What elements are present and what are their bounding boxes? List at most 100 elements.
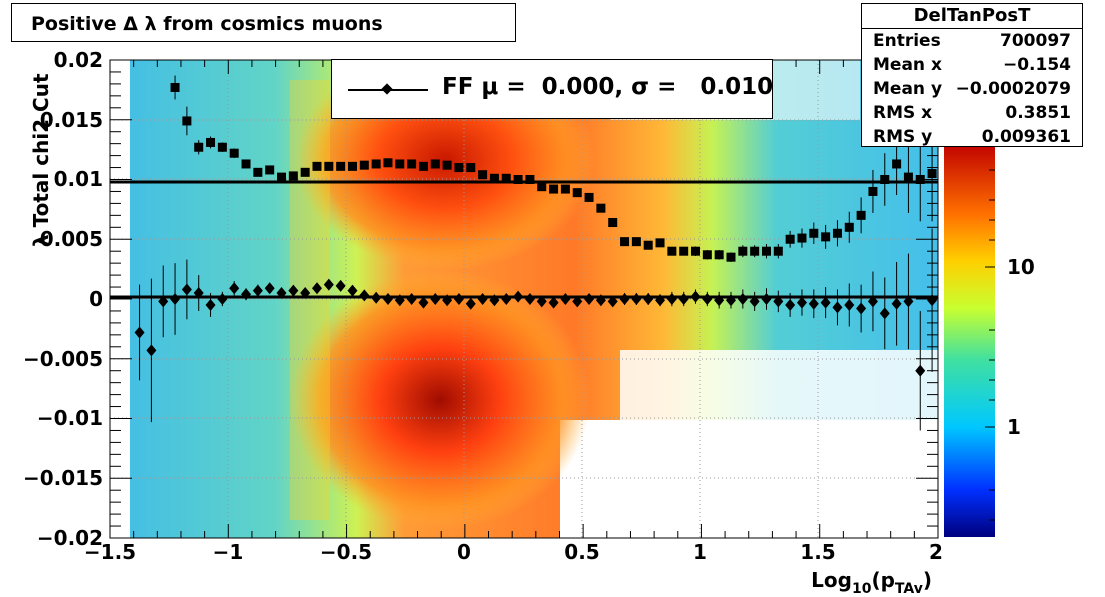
mean-point	[312, 282, 322, 295]
sigma-point	[489, 173, 499, 183]
mean-point	[631, 293, 642, 305]
y-tick-label: 0	[89, 287, 103, 311]
sigma-point	[241, 159, 251, 169]
sigma-point	[691, 246, 701, 256]
mean-point	[903, 295, 914, 308]
chart-title: Positive Δ λ from cosmics muons	[11, 3, 516, 42]
mean-point	[288, 284, 299, 297]
sigma-point	[418, 161, 428, 171]
y-tick-label: −0.005	[23, 347, 103, 371]
stats-label: Entries	[873, 31, 941, 51]
mean-point	[489, 294, 500, 307]
x-tick-label: 2	[929, 540, 943, 564]
sigma-point	[265, 165, 275, 175]
mean-point	[584, 293, 595, 305]
sigma-point	[679, 246, 689, 256]
sigma-point	[821, 232, 831, 242]
sigma-point	[832, 228, 842, 238]
mean-point	[856, 302, 867, 315]
stats-value: −0.154	[1002, 55, 1071, 75]
sigma-point	[856, 210, 866, 220]
mean-point	[927, 294, 938, 307]
sigma-point	[572, 188, 582, 198]
mean-point	[406, 293, 417, 305]
stats-row: Entries 700097	[862, 29, 1082, 53]
mean-point	[607, 295, 618, 308]
sigma-point	[667, 246, 677, 256]
mean-point	[808, 297, 819, 310]
sigma-point	[324, 161, 334, 171]
sigma-point	[844, 222, 854, 232]
mean-point	[749, 295, 760, 308]
mean-point	[252, 284, 263, 297]
sigma-point	[726, 252, 736, 262]
mean-point	[134, 326, 145, 339]
stats-value: 700097	[1000, 31, 1071, 51]
mean-point	[796, 296, 807, 309]
sigma-point	[892, 159, 902, 169]
mean-point	[619, 293, 630, 305]
mean-point	[394, 294, 405, 307]
y-tick-label: 0.02	[54, 48, 103, 72]
sigma-point	[371, 159, 381, 169]
mean-point	[572, 295, 583, 308]
sigma-point	[809, 228, 819, 238]
sigma-point	[182, 116, 192, 126]
mean-point	[844, 298, 855, 311]
mean-point	[832, 301, 843, 314]
x-tick-labels: −1.5 −1 −0.5 0 0.5 1 1.5 2	[84, 540, 943, 564]
mean-point	[785, 298, 796, 311]
sigma-point	[631, 237, 641, 247]
sigma-point	[347, 161, 357, 171]
sigma-point	[643, 240, 653, 250]
sigma-point	[229, 148, 239, 158]
sigma-point	[206, 137, 216, 147]
sigma-point	[549, 184, 559, 194]
colorbar-label-1: 1	[1007, 415, 1021, 439]
mean-point	[347, 284, 358, 297]
mean-point	[867, 295, 878, 308]
sigma-point	[714, 250, 724, 260]
x-tick-label: 1.5	[800, 540, 835, 564]
stats-title: DelTanPosT	[862, 4, 1082, 29]
mean-point	[726, 294, 736, 307]
mean-point	[359, 289, 370, 302]
x-tick-label: −1	[213, 540, 244, 564]
mean-point	[371, 291, 382, 304]
sigma-point	[383, 158, 393, 168]
sigma-point	[620, 237, 630, 247]
sigma-point	[277, 172, 287, 182]
sigma-point	[785, 234, 795, 244]
stats-row: Mean x −0.154	[862, 53, 1082, 77]
y-tick-label: −0.02	[37, 526, 103, 550]
mean-point	[702, 293, 713, 305]
stats-box: DelTanPosT Entries 700097 Mean x −0.154 Me…	[861, 3, 1083, 147]
sigma-point	[738, 246, 748, 256]
sigma-point	[761, 246, 771, 256]
mean-point	[181, 283, 192, 296]
mean-point	[820, 296, 831, 309]
mean-point	[217, 293, 228, 305]
mean-point	[595, 294, 606, 307]
stats-value: 0.3851	[1005, 103, 1071, 123]
axis-ticks	[109, 59, 939, 539]
colorbar-label-10: 10	[1007, 255, 1035, 279]
y-axis-label: λ Total chi2 Cut	[29, 73, 53, 247]
legend-entry: FF μ = 0.000, σ = 0.010	[442, 74, 774, 100]
mean-point	[548, 296, 559, 309]
sigma-point	[478, 170, 488, 180]
sigma-point	[336, 161, 346, 171]
mean-point	[465, 297, 476, 310]
sigma-point	[395, 159, 405, 169]
legend: FF μ = 0.000, σ = 0.010	[331, 59, 773, 119]
x-tick-label: −0.5	[320, 540, 372, 564]
mean-point	[737, 293, 748, 305]
mean-point	[300, 287, 311, 300]
mean-point	[382, 293, 393, 305]
mean-point	[205, 298, 216, 311]
x-tick-label: 0.5	[564, 540, 599, 564]
mean-point	[430, 293, 441, 305]
mean-point	[714, 294, 725, 307]
sigma-point	[750, 246, 760, 256]
sigma-point	[560, 184, 570, 194]
